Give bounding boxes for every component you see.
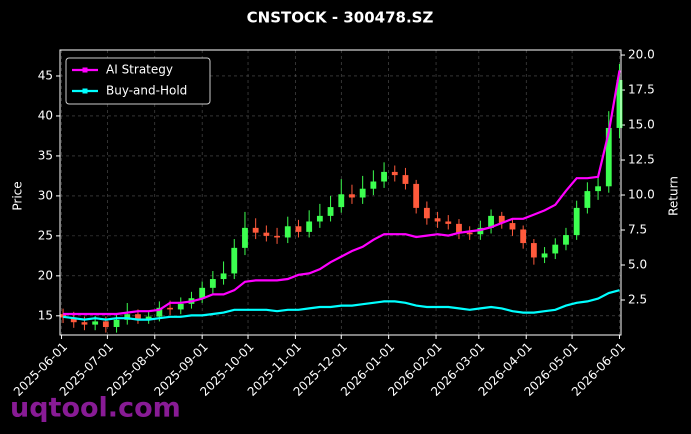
- y-axis-label: Price: [11, 181, 25, 210]
- y2-tick-label: 10.0: [628, 188, 655, 202]
- y2-tick-label: 7.5: [628, 223, 647, 237]
- candle-body: [124, 314, 131, 320]
- candle-body: [242, 227, 248, 248]
- candle-body: [209, 279, 216, 288]
- legend-marker: [82, 88, 88, 94]
- candle-body: [252, 227, 259, 233]
- candle-body: [563, 235, 569, 245]
- legend-box: [65, 57, 211, 105]
- candle-body: [274, 235, 280, 238]
- y2-tick-label: 5.0: [628, 258, 647, 272]
- candle-body: [541, 253, 548, 258]
- candle-body: [381, 171, 387, 182]
- candle-body: [349, 194, 355, 198]
- legend-label: AI Strategy: [106, 63, 173, 77]
- candle-body: [177, 303, 184, 310]
- candle-body: [402, 175, 409, 184]
- candle-body: [391, 171, 398, 176]
- candle-body: [445, 221, 452, 224]
- y2-tick-label: 17.5: [628, 83, 655, 97]
- y2-tick-label: 20.0: [628, 48, 655, 62]
- candle-body: [573, 207, 580, 236]
- watermark: uqtool.com: [10, 393, 181, 424]
- y-tick-label: 30: [38, 188, 53, 202]
- candle-body: [316, 215, 323, 222]
- candle-body: [488, 215, 494, 228]
- y-tick-label: 20: [38, 268, 53, 282]
- candle-body: [306, 221, 313, 232]
- candle-body: [552, 244, 559, 254]
- candle-body: [92, 321, 99, 325]
- candle-body: [520, 229, 527, 244]
- candle-body: [370, 181, 377, 189]
- plot-frame: [59, 49, 622, 336]
- y2-tick-label: 12.5: [628, 153, 655, 167]
- y-tick-label: 15: [38, 308, 53, 322]
- candle-body: [81, 322, 88, 325]
- y-tick-label: 40: [38, 108, 53, 122]
- candle-body: [466, 232, 473, 235]
- y2-tick-label: 2.5: [628, 293, 647, 307]
- series-line: [63, 70, 621, 316]
- candle-body: [456, 223, 462, 233]
- candle-body: [359, 188, 366, 198]
- candle-body: [327, 207, 334, 216]
- candle-body: [509, 223, 516, 230]
- y2-axis-label: Return: [667, 176, 681, 216]
- candle-body: [113, 319, 120, 328]
- candle-body: [145, 316, 152, 320]
- candle-body: [231, 247, 238, 274]
- candle-body: [284, 226, 291, 238]
- candle-body: [498, 215, 505, 224]
- y-tick-label: 35: [38, 148, 53, 162]
- series-line: [62, 289, 620, 321]
- candle-body: [295, 226, 302, 232]
- y-tick-label: 25: [38, 228, 53, 242]
- candle-body: [167, 307, 173, 310]
- candle-body: [102, 321, 109, 328]
- candle-body: [423, 207, 430, 219]
- candle-body: [616, 79, 623, 128]
- candle-body: [70, 317, 77, 323]
- candle-body: [199, 287, 206, 299]
- candle-body: [338, 194, 345, 208]
- candle-body: [595, 186, 601, 192]
- candle-body: [263, 232, 270, 236]
- legend-label: Buy-and-Hold: [106, 84, 187, 98]
- y-tick-label: 45: [38, 68, 53, 82]
- candle-body: [60, 314, 66, 318]
- candle-body: [220, 273, 227, 280]
- candle-body: [434, 218, 441, 222]
- chart-title: CNSTOCK - 300478.SZ: [247, 9, 434, 27]
- candle-body: [584, 191, 591, 208]
- candle-body: [530, 243, 537, 258]
- candle-body: [413, 183, 420, 208]
- candle-body: [156, 307, 163, 317]
- candle-body: [135, 314, 141, 320]
- y2-tick-label: 15.0: [628, 118, 655, 132]
- legend-marker: [82, 67, 88, 73]
- candle-body: [605, 127, 612, 187]
